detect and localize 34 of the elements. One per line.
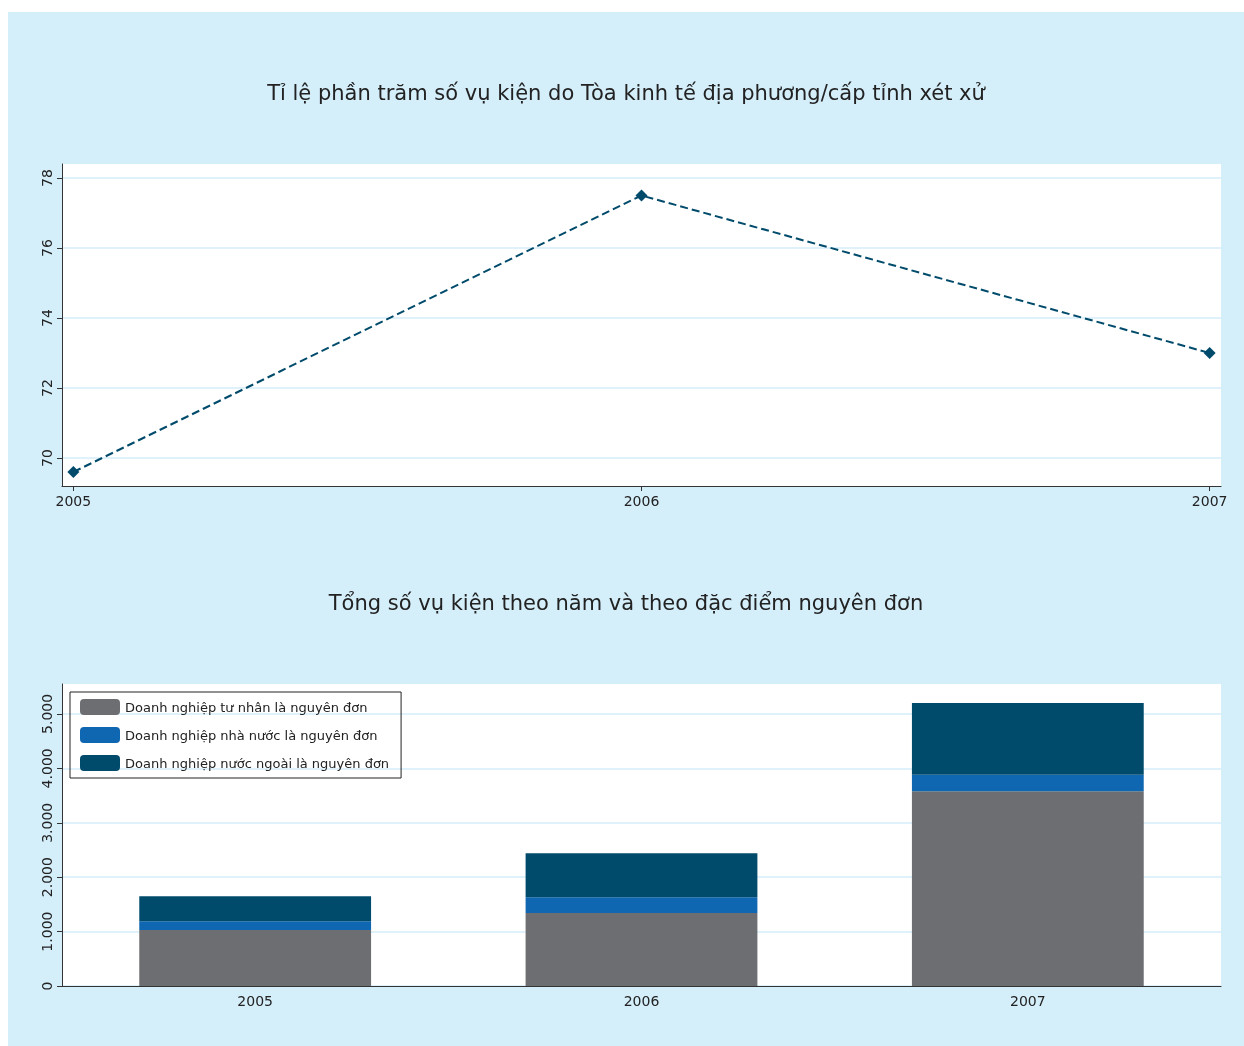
legend-label: Doanh nghiệp nhà nước là nguyên đơn (125, 727, 378, 743)
point (67, 466, 80, 478)
legend-label: Doanh nghiệp tư nhân là nguyên đơn (125, 699, 368, 715)
y-tick-label: 76 (39, 239, 55, 257)
x-tick-label: 2005 (237, 993, 273, 1009)
y-tick-label: 74 (39, 309, 55, 327)
bar (911, 774, 1144, 792)
bar (139, 921, 372, 930)
point (635, 189, 648, 202)
y-tick-label: 70 (39, 449, 55, 467)
bar (525, 897, 758, 914)
y-tick-label: 1.000 (39, 911, 55, 952)
y-tick-label: 0 (39, 981, 55, 991)
x-tick-label: 2005 (55, 493, 92, 509)
y-tick-label: 78 (39, 169, 55, 187)
bar (525, 913, 758, 986)
x-tick-label: 2006 (623, 493, 660, 509)
bar (139, 929, 372, 986)
bar (139, 896, 372, 922)
y-tick-label: 3.000 (39, 802, 55, 843)
y-tick-label: 5.000 (39, 693, 55, 734)
x-tick-label: 2007 (1191, 493, 1228, 509)
bar (525, 853, 758, 898)
bar (911, 791, 1144, 986)
chart-title: Tỉ lệ phần trăm số vụ kiện do Tòa kinh tế địa phương/cấp tỉnh xét xử (266, 80, 987, 105)
y-tick-label: 4.000 (39, 748, 55, 789)
y-tick-label: 72 (39, 379, 55, 397)
legend-label: Doanh nghiệp nước ngoài là nguyên đơn (125, 755, 390, 771)
bar (911, 703, 1144, 775)
x-tick-label: 2007 (1010, 993, 1046, 1009)
x-tick-label: 2006 (623, 993, 660, 1009)
chart-title: Tổng số vụ kiện theo năm và theo đặc điểm nguyên đơn (327, 590, 924, 615)
point (1203, 347, 1216, 359)
y-tick-label: 2.000 (39, 857, 55, 898)
